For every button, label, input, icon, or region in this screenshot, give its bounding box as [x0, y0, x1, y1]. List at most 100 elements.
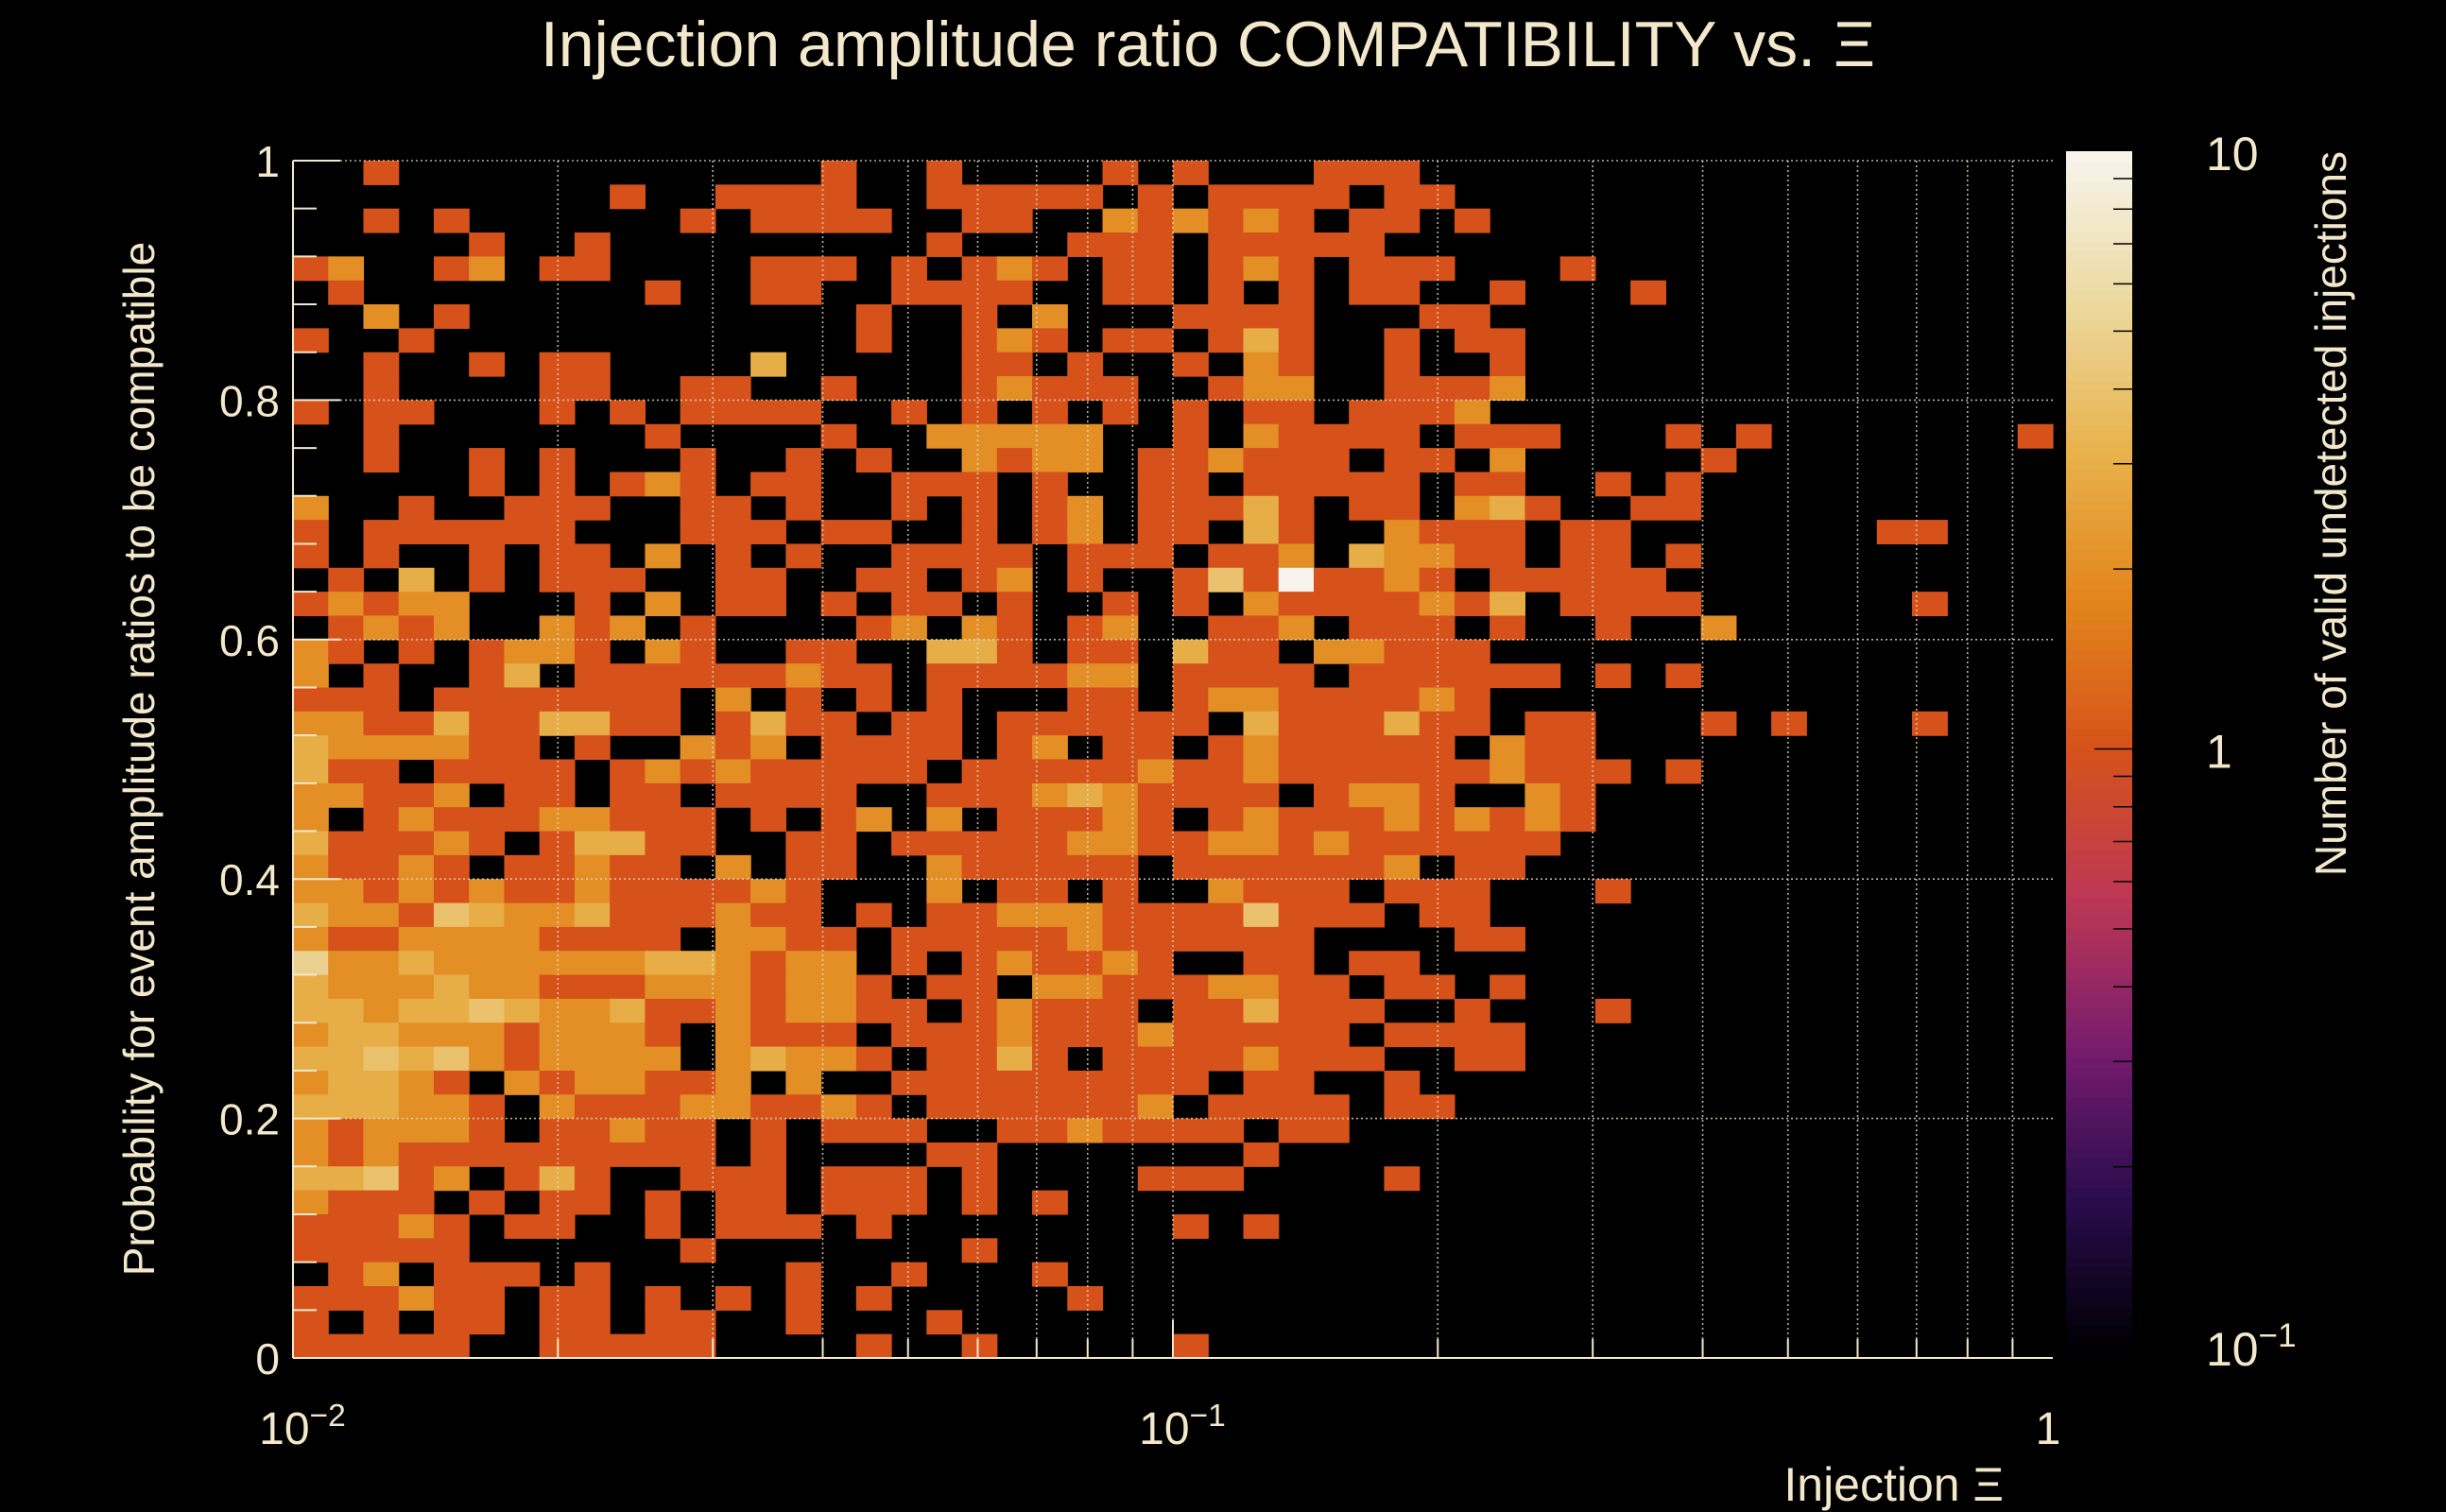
- heatmap-cell: [574, 1022, 611, 1048]
- heatmap-cell: [680, 663, 716, 689]
- colorbar-segment: [2066, 1097, 2132, 1108]
- heatmap-cell: [1665, 663, 1702, 689]
- heatmap-cell: [645, 831, 681, 856]
- heatmap-cell: [469, 1285, 506, 1311]
- heatmap-cell: [1454, 759, 1490, 784]
- heatmap-cell: [855, 208, 892, 233]
- heatmap-cell: [961, 1333, 998, 1359]
- heatmap-cell: [574, 1142, 611, 1167]
- heatmap-cell: [645, 1022, 681, 1048]
- heatmap-cell: [1208, 879, 1245, 904]
- heatmap-cell: [363, 1285, 400, 1311]
- heatmap-cell: [855, 1118, 892, 1143]
- heatmap-cell: [1454, 807, 1490, 833]
- heatmap-cell: [715, 974, 751, 1000]
- heatmap-cell: [645, 1118, 681, 1143]
- heatmap-cell: [1524, 782, 1561, 808]
- heatmap-cell: [750, 1142, 786, 1167]
- heatmap-cell: [996, 879, 1033, 904]
- heatmap-cell: [1102, 208, 1139, 233]
- heatmap-cell: [1384, 951, 1421, 976]
- heatmap-cell: [961, 280, 998, 305]
- heatmap-cell: [1032, 782, 1068, 808]
- heatmap-cell: [363, 663, 400, 689]
- heatmap-cell: [785, 926, 822, 952]
- heatmap-cell: [293, 1238, 329, 1263]
- heatmap-cell: [680, 879, 716, 904]
- colorbar-segment: [2066, 430, 2132, 441]
- heatmap-cell: [820, 376, 857, 401]
- heatmap-cell: [961, 472, 998, 497]
- heatmap-cell: [574, 807, 611, 833]
- heatmap-cell: [996, 328, 1033, 353]
- heatmap-cell: [610, 1118, 646, 1143]
- chart-title: Injection amplitude ratio COMPATIBILITY …: [541, 9, 1875, 80]
- heatmap-cell: [610, 782, 646, 808]
- colorbar-segment: [2066, 410, 2132, 421]
- heatmap-cell: [363, 615, 400, 641]
- colorbar-segment: [2066, 1266, 2132, 1278]
- heatmap-cell: [1384, 615, 1421, 641]
- heatmap-cell: [820, 1046, 857, 1072]
- heatmap-cell: [328, 592, 365, 617]
- heatmap-cell: [1208, 735, 1245, 761]
- heatmap-cell: [750, 1022, 786, 1048]
- heatmap-cell: [328, 735, 365, 761]
- heatmap-cell: [574, 1333, 611, 1359]
- heatmap-cell: [750, 1094, 786, 1120]
- colorbar-segment: [2066, 1196, 2132, 1209]
- heatmap-cell: [1313, 902, 1350, 928]
- heatmap-cell: [610, 759, 646, 784]
- heatmap-cell: [469, 1022, 506, 1048]
- heatmap-cell: [1137, 472, 1174, 497]
- heatmap-cell: [1278, 232, 1315, 257]
- heatmap-cell: [715, 1166, 751, 1192]
- colorbar-segment: [2066, 738, 2132, 750]
- colorbar-segment: [2066, 1137, 2132, 1148]
- heatmap-cell: [715, 782, 751, 808]
- heatmap-cell: [1243, 567, 1280, 593]
- heatmap-cell: [1349, 663, 1386, 689]
- heatmap-cell: [1594, 472, 1631, 497]
- heatmap-cell: [1700, 711, 1737, 736]
- heatmap-cell: [1559, 782, 1596, 808]
- heatmap-cell: [574, 376, 611, 401]
- colorbar-segment: [2066, 779, 2132, 790]
- heatmap-cell: [433, 1094, 470, 1120]
- heatmap-cell: [1313, 1046, 1350, 1072]
- heatmap-cell: [1173, 495, 1209, 521]
- heatmap-cell: [1067, 926, 1104, 952]
- tick-labels: 10−2 10−1 1 0 0.2 0.4 0.6 0.8 1: [219, 137, 2060, 1454]
- heatmap-cell: [926, 1142, 963, 1167]
- heatmap-cell: [820, 974, 857, 1000]
- heatmap-cell: [1384, 184, 1421, 210]
- heatmap-cell: [891, 592, 927, 617]
- heatmap-cell: [750, 567, 786, 593]
- heatmap-cell: [1208, 854, 1245, 880]
- heatmap-cell: [1454, 400, 1490, 425]
- heatmap-cell: [363, 400, 400, 425]
- heatmap-cell: [1137, 1166, 1174, 1192]
- colorbar-segment: [2066, 1047, 2132, 1058]
- heatmap-cell: [1243, 831, 1280, 856]
- heatmap-cell: [504, 879, 541, 904]
- heatmap-cell: [1594, 543, 1631, 569]
- heatmap-cell: [328, 831, 365, 856]
- colorbar-label: Number of valid undetected injections: [2306, 151, 2355, 876]
- heatmap-cell: [1173, 400, 1209, 425]
- heatmap-cell: [1208, 1094, 1245, 1120]
- heatmap-cell: [1454, 902, 1490, 928]
- heatmap-cell: [398, 1285, 435, 1311]
- heatmap-cell: [398, 926, 435, 952]
- heatmap-cell: [680, 639, 716, 664]
- heatmap-cell: [1208, 232, 1245, 257]
- heatmap-cell: [398, 1190, 435, 1215]
- colorbar-segment: [2066, 808, 2132, 819]
- heatmap-cell: [715, 951, 751, 976]
- heatmap-cell: [1384, 782, 1421, 808]
- heatmap-cell: [996, 854, 1033, 880]
- colorbar-segment: [2066, 559, 2132, 571]
- heatmap-cell: [926, 1310, 963, 1335]
- heatmap-cell: [1137, 328, 1174, 353]
- heatmap-cell: [398, 902, 435, 928]
